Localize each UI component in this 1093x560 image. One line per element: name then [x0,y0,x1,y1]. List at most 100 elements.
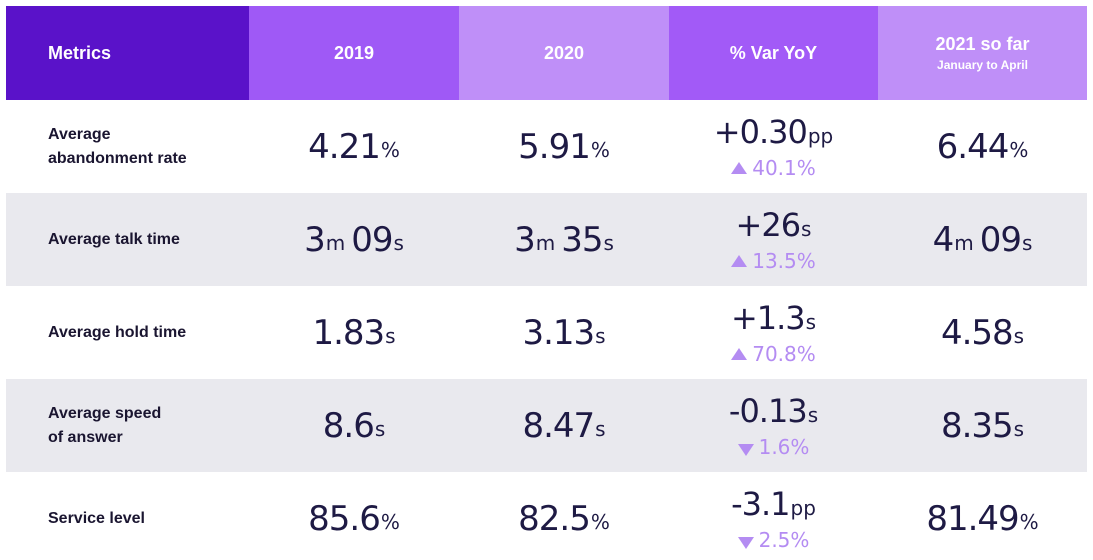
value-2021: 6.44% [878,100,1087,193]
value-2019: 4.21% [249,100,459,193]
value-2020: 8.47 s [459,379,669,472]
table-row: Average abandonment rate 4.21% 5.91% +0.… [6,100,1087,193]
value-seconds: 09 [351,219,393,260]
header-metrics: Metrics [6,6,249,100]
metrics-table: Metrics 2019 2020 % Var YoY 2021 so far … [6,6,1087,560]
value-number: 4.21 [308,126,381,167]
value-unit: s [1013,416,1025,441]
value-number: 85.6 [308,498,381,539]
value-minutes: 3 [514,219,536,260]
value-2020: 5.91% [459,100,669,193]
header-2021-label: 2021 so far [935,34,1030,54]
var-percent-value: 70.8% [752,341,816,366]
row-label-line1: Average talk time [48,230,180,248]
var-unit: s [801,216,812,241]
header-metrics-label: Metrics [48,42,112,63]
value-2021: 4.58 s [878,286,1087,379]
row-label-line1: Average hold time [48,323,187,341]
table-row: Average speed of answer 8.6 s 8.47 s -0.13… [6,379,1087,472]
value-2020: 3.13 s [459,286,669,379]
value-seconds-unit: s [603,230,614,255]
value-number: 82.5 [518,498,591,539]
value-unit: % [1009,137,1029,162]
row-label-line2: abandonment rate [48,149,187,167]
value-minutes: 3 [304,219,326,260]
value-number: 6.44 [936,126,1010,167]
value-2019: 1.83 s [249,286,459,379]
value-var-yoy: -3.1pp 2.5% [669,472,878,560]
value-number: 4.58 [940,312,1014,353]
value-unit: s [595,416,606,441]
var-percent: 40.1% [731,156,816,180]
row-label: Average abandonment rate [6,100,249,193]
value-minutes: 4 [932,219,955,260]
header-var-yoy: % Var YoY [669,6,878,100]
value-2021: 4 m 09 s [878,193,1087,286]
value-number: 1.83 [312,312,385,353]
value-2019: 85.6% [249,472,459,560]
value-var-yoy: -0.13s 1.6% [669,379,878,472]
value-2019: 8.6 s [249,379,459,472]
table-row: Average talk time 3 m 09 s 3 m 35 s +26s 13.5%… [6,193,1087,286]
var-number: +1.3 [730,298,806,337]
value-number: 8.47 [522,405,595,446]
var-unit: pp [807,123,834,148]
row-label-line1: Service level [48,509,145,527]
header-var-yoy-label: % Var YoY [729,42,818,63]
var-unit: s [805,309,817,334]
value-minutes-unit: m [954,230,974,255]
row-label-line1: Average speed [48,404,162,422]
value-unit: % [590,137,610,162]
value-minutes-unit: m [325,230,346,255]
var-percent-value: 13.5% [752,248,816,273]
value-unit: s [595,323,606,348]
value-seconds-unit: s [393,230,404,255]
value-2021: 8.35 s [878,379,1087,472]
row-label: Average talk time [6,193,249,286]
value-seconds: 35 [561,219,603,260]
value-seconds: 09 [979,219,1022,260]
var-number: +0.30 [713,112,808,151]
var-percent: 2.5% [737,527,810,552]
table-row: Average hold time 1.83 s 3.13 s +1.3s 70.8… [6,286,1087,379]
var-percent-value: 40.1% [752,155,816,180]
var-percent-value: 1.6% [758,434,810,459]
row-label: Average speed of answer [6,379,249,472]
value-var-yoy: +26s 13.5% [669,193,878,286]
header-2019: 2019 [249,6,459,100]
row-label: Average hold time [6,286,249,379]
var-percent: 13.5% [731,249,816,273]
var-percent-value: 2.5% [758,527,810,552]
value-minutes-unit: m [535,230,556,255]
value-number: 3.13 [522,312,595,353]
var-unit: s [807,402,819,427]
value-number: 8.6 [322,405,375,446]
value-unit: % [380,137,400,162]
value-unit: s [385,323,396,348]
var-percent: 1.6% [737,434,810,459]
value-unit: s [1013,323,1025,348]
value-unit: % [590,509,610,534]
var-number: -0.13 [728,391,808,430]
value-unit: % [380,509,400,534]
value-var-yoy: +1.3s 70.8% [669,286,878,379]
value-number: 81.49 [926,498,1019,539]
triangle-up-icon [731,254,748,267]
value-2019: 3 m 09 s [249,193,459,286]
value-unit: s [374,416,386,441]
triangle-down-icon [737,536,754,549]
header-2021-sublabel: January to April [937,58,1028,72]
table-row: Service level 85.6% 82.5% -3.1pp 2.5% 81… [6,472,1087,560]
value-number: 5.91 [518,126,591,167]
var-number: -3.1 [731,484,790,523]
row-label: Service level [6,472,249,560]
triangle-up-icon [731,161,748,174]
row-label-line2: of answer [48,428,123,446]
value-unit: % [1019,509,1039,534]
header-2020: 2020 [459,6,669,100]
header-2021: 2021 so far January to April [878,6,1087,100]
value-seconds-unit: s [1021,230,1033,255]
value-var-yoy: +0.30pp 40.1% [669,100,878,193]
value-2020: 3 m 35 s [459,193,669,286]
value-number: 8.35 [940,405,1014,446]
